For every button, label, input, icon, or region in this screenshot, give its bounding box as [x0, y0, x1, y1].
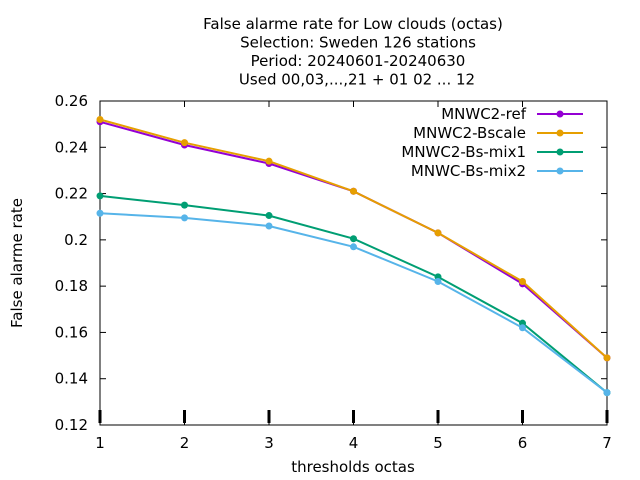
y-tick-label: 0.2	[64, 231, 88, 249]
data-point	[350, 235, 357, 243]
legend-marker	[556, 110, 564, 118]
y-tick-label: 0.16	[55, 323, 88, 341]
x-tick-label: 6	[518, 434, 528, 452]
data-point	[350, 243, 357, 251]
x-tick-label: 5	[433, 434, 443, 452]
x-tick-label: 4	[349, 434, 359, 452]
title-line: False alarme rate for Low clouds (octas)	[203, 15, 503, 33]
data-point	[434, 229, 442, 237]
data-point	[96, 209, 104, 217]
title-line: Period: 20240601-20240630	[251, 52, 466, 70]
legend-marker	[556, 167, 564, 175]
y-tick-label: 0.18	[55, 277, 88, 295]
x-tick-label: 3	[264, 434, 274, 452]
data-point	[96, 116, 104, 124]
data-point	[265, 157, 273, 165]
series-lines	[96, 116, 611, 397]
data-point	[181, 201, 188, 209]
data-point	[265, 212, 273, 220]
data-point	[96, 192, 104, 200]
plot-border	[99, 100, 608, 426]
x-axis: 1 2 3 4 5 6 7	[95, 101, 612, 452]
y-tick-label: 0.22	[55, 185, 88, 203]
y-tick-label: 0.14	[55, 370, 88, 388]
y-tick-label: 0.24	[55, 138, 88, 156]
data-point	[350, 187, 357, 195]
legend-marker	[556, 148, 564, 156]
legend-label: MNWC2-Bs-mix1	[401, 143, 526, 161]
y-tick-label: 0.26	[55, 92, 88, 110]
legend-label: MNWC2-ref	[441, 105, 526, 123]
data-point	[265, 222, 273, 230]
series-2	[96, 116, 611, 362]
data-point	[434, 278, 442, 286]
data-point	[181, 139, 188, 147]
series-4	[96, 209, 611, 397]
data-point	[519, 324, 526, 332]
x-axis-label: thresholds octas	[291, 458, 415, 476]
legend-marker	[556, 129, 564, 137]
x-tick-label: 2	[180, 434, 190, 452]
plot-frame	[99, 100, 608, 426]
data-point	[603, 389, 611, 397]
data-point	[519, 278, 526, 286]
title-line: Selection: Sweden 126 stations	[240, 34, 476, 52]
x-tick-label: 7	[602, 434, 612, 452]
legend-label: MNWC-Bs-mix2	[411, 162, 526, 180]
y-axis-label: False alarme rate	[8, 198, 26, 328]
title-line: Used 00,03,...,21 + 01 02 ... 12	[239, 71, 475, 89]
series-line	[99, 194, 608, 394]
chart-title: False alarme rate for Low clouds (octas)…	[203, 15, 503, 89]
x-tick-label: 1	[95, 434, 105, 452]
data-point	[181, 214, 188, 222]
legend: MNWC2-refMNWC2-BscaleMNWC2-Bs-mix1MNWC-B…	[401, 105, 583, 180]
legend-label: MNWC2-Bscale	[413, 124, 526, 142]
y-axis: 0.12 0.14 0.16 0.18 0.2 0.22 0.24 0.26	[55, 92, 607, 434]
data-point	[603, 354, 611, 362]
y-tick-label: 0.12	[55, 416, 88, 434]
